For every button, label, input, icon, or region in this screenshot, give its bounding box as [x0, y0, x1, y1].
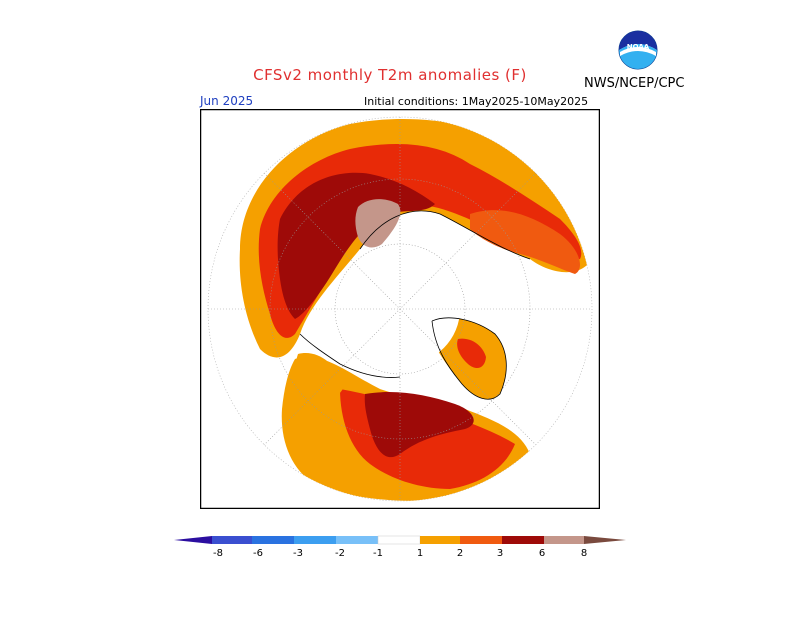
initial-conditions-label: Initial conditions: 1May2025-10May2025 — [364, 95, 589, 108]
graticule — [208, 117, 592, 501]
colorbar-tick: 6 — [538, 548, 546, 559]
colorbar-tick: 2 — [456, 548, 464, 559]
forecast-month: Jun 2025 — [200, 94, 254, 108]
colorbar-low-arrow — [174, 536, 212, 544]
colorbar-tick: 8 — [580, 548, 588, 559]
colorbar-segment — [294, 536, 336, 544]
north-america-very-warm-region — [364, 392, 474, 458]
polar-anomaly-map — [200, 109, 600, 509]
colorbar-tick: 3 — [496, 548, 504, 559]
agency-label: NWS/NCEP/CPC — [584, 76, 685, 91]
colorbar-segment — [420, 536, 460, 544]
arctic-ocean — [350, 254, 460, 364]
noaa-logo-icon: NOAA — [618, 30, 658, 70]
colorbar-tick: -2 — [335, 548, 345, 559]
colorbar-tick: -3 — [293, 548, 303, 559]
anomaly-field — [239, 119, 592, 501]
colorbar — [174, 535, 626, 545]
eurasia-extreme-warm-region — [355, 199, 401, 248]
colorbar-segment — [212, 536, 252, 544]
alaska-warm-region — [295, 353, 345, 401]
chart-title: CFSv2 monthly T2m anomalies (F) — [253, 66, 527, 84]
europe-warm-region — [470, 210, 580, 274]
colorbar-segment — [252, 536, 294, 544]
colorbar-segment — [336, 536, 378, 544]
colorbar-tick: -1 — [373, 548, 383, 559]
colorbar-high-arrow — [584, 536, 626, 544]
greenland-strong-warm-region — [457, 338, 486, 369]
logo-text: NOAA — [627, 43, 650, 51]
colorbar-tick: -6 — [253, 548, 263, 559]
coastlines — [299, 210, 531, 400]
colorbar-tick: 1 — [416, 548, 424, 559]
colorbar-segment — [502, 536, 544, 544]
colorbar-segment — [377, 535, 421, 545]
colorbar-tick: -8 — [213, 548, 223, 559]
colorbar-segment — [544, 536, 584, 544]
colorbar-segment — [460, 536, 502, 544]
